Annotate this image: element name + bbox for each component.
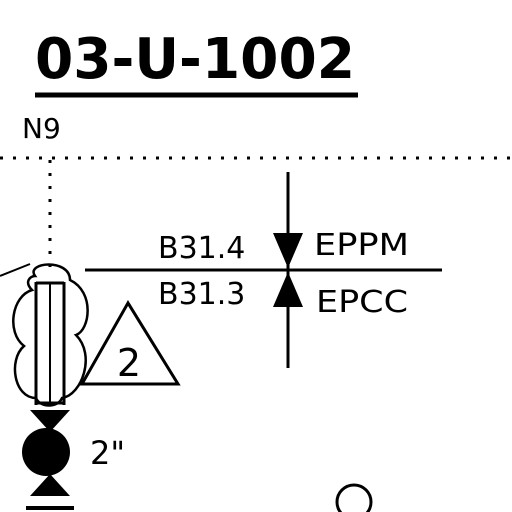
- nozzle-tag: N9: [22, 112, 61, 145]
- valve-body-icon: [22, 428, 70, 476]
- valve-upper-triangle-icon: [30, 410, 70, 432]
- valve-lower-triangle-icon: [30, 474, 70, 496]
- valve-size-label: 2": [90, 434, 125, 472]
- leader-line: [0, 263, 31, 277]
- revision-cloud-icon: [12, 263, 89, 407]
- instrument-bubble-icon: [335, 483, 373, 512]
- lower-scope-label: EPCC: [316, 285, 408, 320]
- revision-triangle-icon: [79, 300, 181, 386]
- lower-spec-label: B31.3: [158, 277, 245, 312]
- spec-arrow-up-icon: [273, 272, 303, 307]
- upper-spec-label: B31.4: [158, 231, 245, 266]
- revision-number: 2: [117, 341, 141, 385]
- upper-scope-label: EPPM: [314, 228, 409, 263]
- drawing-title: 03-U-1002: [35, 27, 355, 92]
- spec-arrow-down-icon: [273, 233, 303, 268]
